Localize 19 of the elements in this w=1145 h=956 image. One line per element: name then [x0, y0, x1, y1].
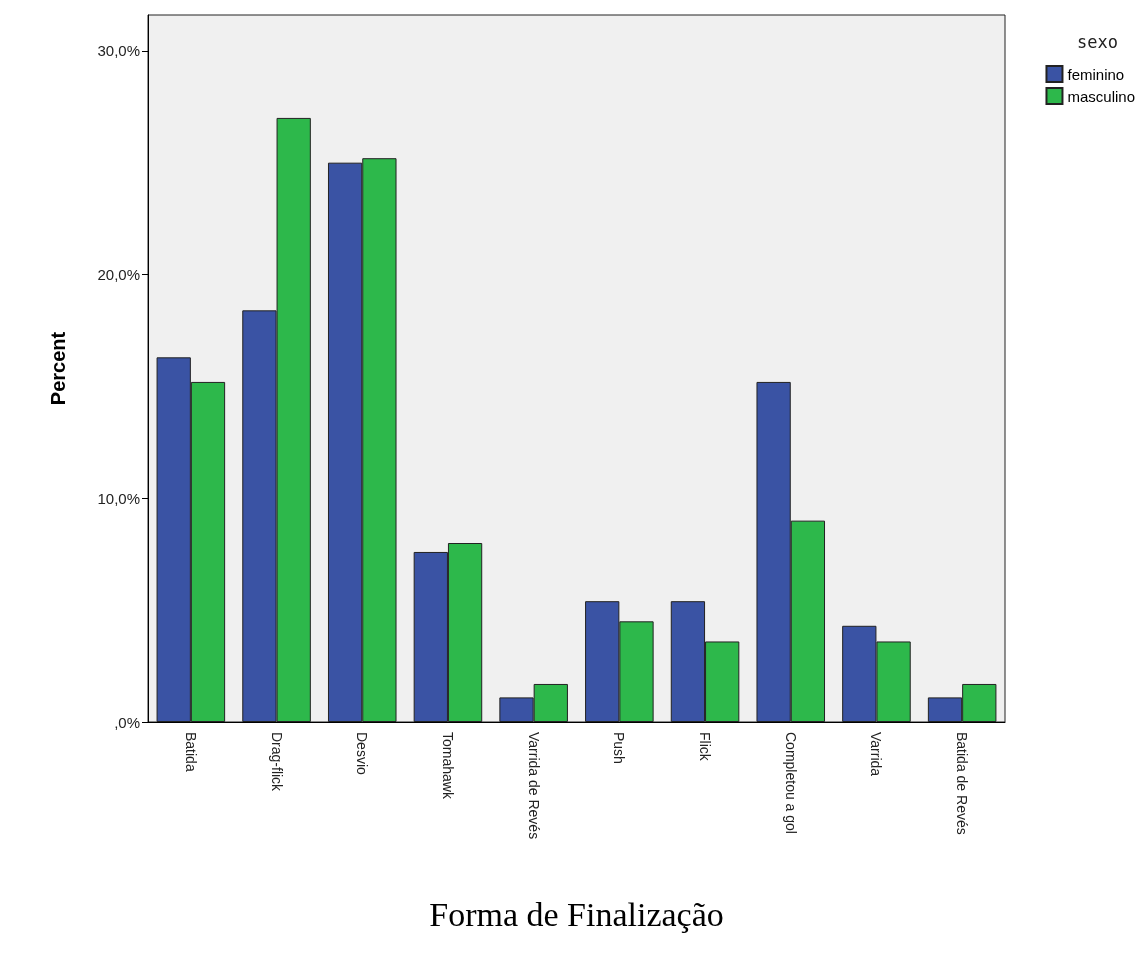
x-tick-label: Batida de Revés: [954, 732, 971, 835]
y-axis-title: Percent: [47, 331, 69, 406]
x-tick-label: Drag-flick: [268, 732, 285, 793]
y-tick-label: 30,0%: [97, 42, 140, 60]
y-tick-label: 10,0%: [97, 489, 140, 507]
x-tick-label: Varrida: [868, 732, 885, 777]
legend-label: feminino: [1067, 65, 1125, 83]
x-axis-title: Forma de Finalização: [429, 895, 724, 933]
legend-title: sexo: [1077, 31, 1119, 52]
y-tick-label: 20,0%: [97, 266, 140, 284]
x-tick-label: Varrida de Revés: [525, 732, 542, 840]
x-tick-label: Flick: [697, 732, 714, 762]
x-tick-label: Batida: [182, 732, 199, 772]
x-tick-label: Push: [611, 732, 628, 764]
legend-label: masculino: [1067, 87, 1135, 105]
x-tick-label: Desvio: [354, 732, 371, 776]
x-tick-label: Completou a gol: [782, 732, 799, 834]
x-tick-label: Tomahawk: [439, 732, 456, 800]
y-tick-label: ,0%: [114, 713, 140, 731]
